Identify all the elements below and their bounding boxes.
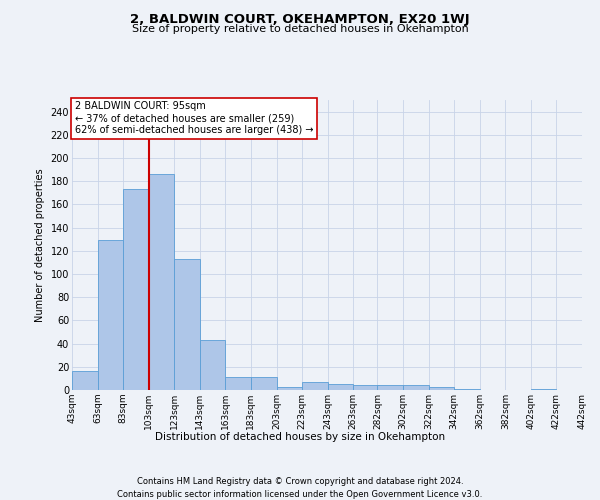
Bar — [531, 389, 556, 390]
Y-axis label: Number of detached properties: Number of detached properties — [35, 168, 45, 322]
Bar — [454, 389, 480, 390]
Bar — [174, 259, 200, 390]
Bar — [328, 384, 353, 390]
Bar — [149, 174, 174, 390]
Text: Contains public sector information licensed under the Open Government Licence v3: Contains public sector information licen… — [118, 490, 482, 499]
Bar — [98, 240, 123, 390]
Bar — [72, 372, 98, 390]
Bar — [403, 386, 428, 390]
Bar — [377, 386, 403, 390]
Bar — [226, 377, 251, 390]
Bar — [277, 386, 302, 390]
Text: 2, BALDWIN COURT, OKEHAMPTON, EX20 1WJ: 2, BALDWIN COURT, OKEHAMPTON, EX20 1WJ — [130, 12, 470, 26]
Text: Contains HM Land Registry data © Crown copyright and database right 2024.: Contains HM Land Registry data © Crown c… — [137, 478, 463, 486]
Bar — [251, 377, 277, 390]
Text: 2 BALDWIN COURT: 95sqm
← 37% of detached houses are smaller (259)
62% of semi-de: 2 BALDWIN COURT: 95sqm ← 37% of detached… — [74, 102, 313, 134]
Text: Size of property relative to detached houses in Okehampton: Size of property relative to detached ho… — [131, 24, 469, 34]
Bar — [200, 340, 226, 390]
Bar — [302, 382, 328, 390]
Text: Distribution of detached houses by size in Okehampton: Distribution of detached houses by size … — [155, 432, 445, 442]
Bar — [428, 386, 454, 390]
Bar — [123, 190, 149, 390]
Bar — [353, 386, 379, 390]
